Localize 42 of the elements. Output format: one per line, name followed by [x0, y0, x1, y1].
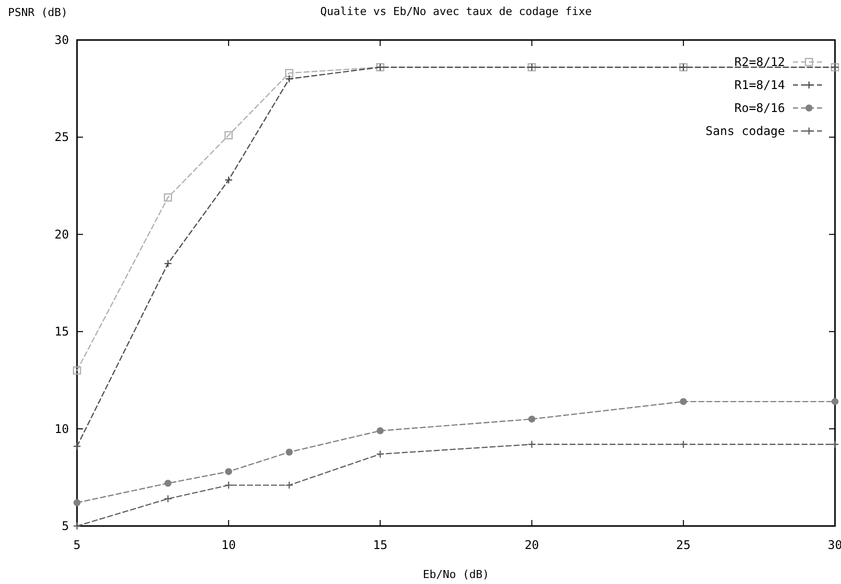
x-tick-label: 5 — [73, 538, 81, 552]
point — [285, 74, 294, 83]
point — [164, 193, 172, 202]
point — [164, 259, 172, 268]
y-tick-label: 20 — [54, 227, 69, 242]
point — [224, 481, 233, 490]
point — [832, 398, 838, 406]
point — [376, 450, 384, 458]
point — [72, 522, 82, 530]
point — [680, 398, 687, 406]
y-tick-label: 30 — [54, 33, 69, 47]
legend-label: R2=8/12 — [734, 55, 785, 69]
point — [830, 440, 840, 448]
point — [679, 440, 688, 448]
x-tick-label: 20 — [524, 538, 540, 552]
x-axis-title: Eb/No (dB) — [422, 568, 490, 581]
point — [72, 442, 82, 450]
y-tick-label: 10 — [54, 422, 69, 436]
point — [164, 480, 172, 487]
point — [528, 416, 536, 423]
legend-label: Ro=8/16 — [734, 101, 785, 115]
x-tick-label: 25 — [676, 538, 691, 552]
legend-label: Sans codage — [706, 124, 785, 138]
point — [376, 427, 384, 434]
y-tick-label: 15 — [54, 324, 69, 339]
point — [74, 499, 80, 506]
point — [224, 176, 233, 184]
x-tick-label: 15 — [372, 538, 388, 552]
point — [72, 366, 82, 375]
y-tick-label: 5 — [62, 519, 69, 533]
point — [285, 68, 294, 78]
chart-title: Qualite vs Eb/No avec taux de codage fixe — [320, 5, 592, 18]
x-tick-label: 10 — [221, 538, 236, 552]
point — [164, 494, 172, 503]
point — [528, 440, 536, 448]
y-axis-title: PSNR (dB) — [8, 6, 68, 19]
point — [286, 448, 293, 456]
point — [224, 131, 233, 140]
point — [285, 481, 294, 490]
legend-label: R1=8/14 — [734, 78, 785, 92]
point — [225, 468, 232, 476]
y-tick-label: 25 — [54, 130, 69, 144]
